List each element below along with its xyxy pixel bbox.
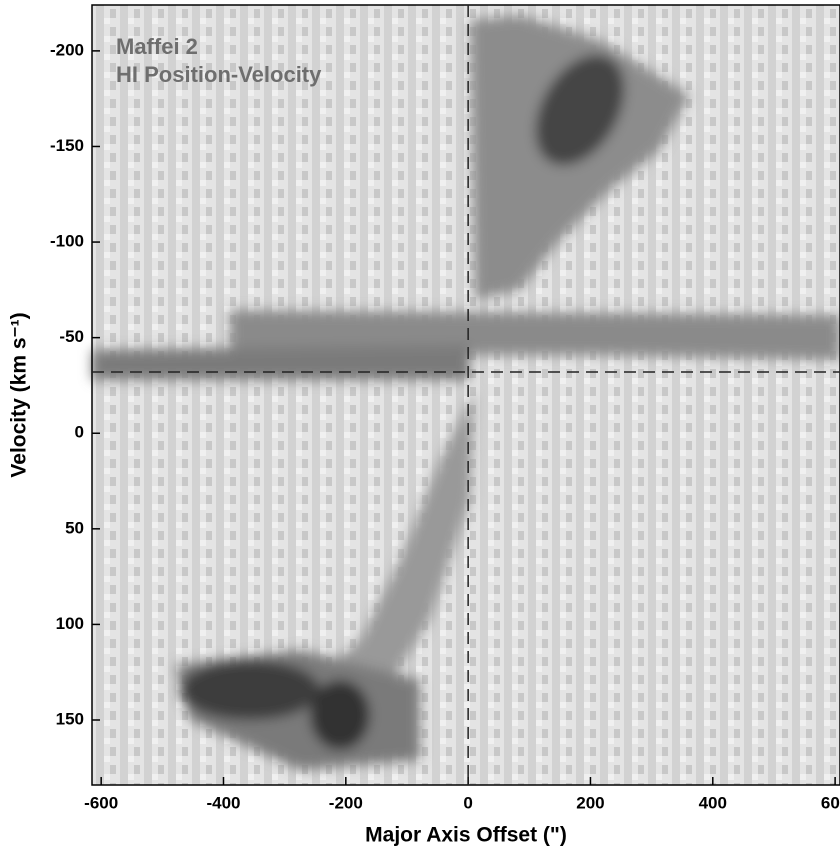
y-tick-label: -200 bbox=[50, 40, 84, 59]
annotation: HI Position-Velocity bbox=[116, 62, 322, 87]
frame bbox=[91, 4, 840, 786]
y-tick-label: -150 bbox=[50, 136, 84, 155]
y-tick-label: 150 bbox=[56, 709, 84, 728]
y-tick-label: -50 bbox=[59, 327, 84, 346]
y-tick-label: 100 bbox=[56, 614, 84, 633]
emission bbox=[92, 15, 840, 770]
y-tick-label: 50 bbox=[65, 518, 84, 537]
background bbox=[92, 5, 840, 785]
y-tick-label: -100 bbox=[50, 232, 84, 251]
x-tick-label: 400 bbox=[699, 793, 727, 812]
plot-area bbox=[91, 4, 840, 786]
x-tick-label: -400 bbox=[206, 793, 240, 812]
x-tick-label: -200 bbox=[329, 793, 363, 812]
annotation: Maffei 2 bbox=[116, 34, 198, 59]
x-tick-label: -600 bbox=[84, 793, 118, 812]
x-axis-label: Major Axis Offset (") bbox=[365, 824, 567, 847]
y-axis-label: Velocity (km s⁻¹) bbox=[8, 312, 31, 477]
x-tick-label: 200 bbox=[576, 793, 604, 812]
y-tick-label: 0 bbox=[75, 423, 84, 442]
x-tick-label: 0 bbox=[463, 793, 472, 812]
x-tick-label: 600 bbox=[821, 793, 840, 812]
